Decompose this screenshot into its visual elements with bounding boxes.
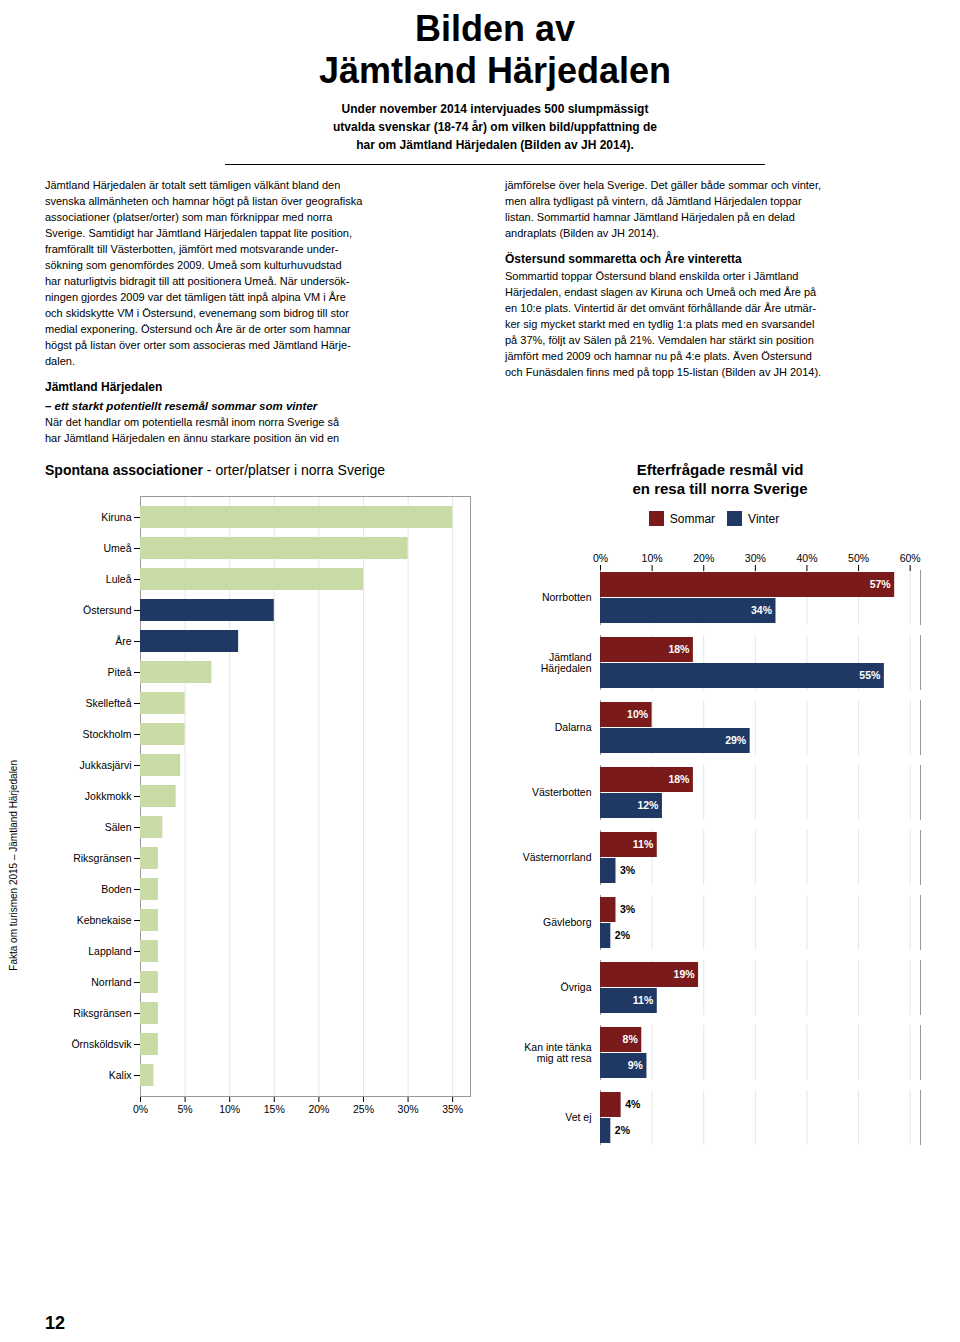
html-text:Under november 2014 intervjuad: Under november 2014 intervjuades 500 slu…: [333, 102, 657, 152]
svg-text:10%: 10%: [219, 1103, 240, 1115]
svg-text:9%: 9%: [628, 1059, 644, 1071]
svg-text:Norrland: Norrland: [91, 976, 131, 988]
svg-text:Örnsköldsvik: Örnsköldsvik: [71, 1038, 132, 1050]
html-text:Vinter: Vinter: [748, 511, 780, 526]
svg-text:57%: 57%: [870, 578, 892, 590]
html-text:Sommar: Sommar: [669, 511, 716, 526]
svg-text:Övriga: Övriga: [561, 981, 592, 993]
svg-text:2%: 2%: [615, 1124, 631, 1136]
svg-text:3%: 3%: [620, 864, 636, 876]
svg-text:Västernorrland: Västernorrland: [523, 851, 592, 863]
svg-text:Kalix: Kalix: [109, 1069, 133, 1081]
svg-text:Norrbotten: Norrbotten: [542, 591, 592, 603]
svg-text:Piteå: Piteå: [108, 666, 132, 678]
svg-text:19%: 19%: [674, 968, 696, 980]
svg-text:Vet ej: Vet ej: [565, 1111, 591, 1123]
svg-text:Dalarna: Dalarna: [555, 721, 592, 733]
svg-text:Riksgränsen: Riksgränsen: [73, 1007, 132, 1019]
svg-text:30%: 30%: [745, 552, 766, 564]
svg-text:Riksgränsen: Riksgränsen: [73, 852, 132, 864]
svg-text:10%: 10%: [627, 708, 649, 720]
svg-text:Lappland: Lappland: [88, 945, 131, 957]
svg-text:8%: 8%: [623, 1033, 639, 1045]
svg-text:40%: 40%: [796, 552, 817, 564]
svg-text:Sälen: Sälen: [105, 821, 132, 833]
svg-text:5%: 5%: [178, 1103, 193, 1115]
svg-text:Jukkasjärvi: Jukkasjärvi: [80, 759, 132, 771]
svg-text:JämtlandHärjedalen: JämtlandHärjedalen: [541, 651, 592, 674]
html-text:Jämtland Härjedalen: Jämtland Härjedalen: [45, 380, 163, 394]
svg-text:10%: 10%: [642, 552, 663, 564]
svg-text:Åre: Åre: [115, 635, 132, 647]
svg-text:Gävleborg: Gävleborg: [543, 916, 592, 928]
svg-text:3%: 3%: [620, 903, 636, 915]
svg-text:29%: 29%: [725, 734, 747, 746]
html-text:– ett starkt potentiellt resem: – ett starkt potentiellt resemål sommar …: [45, 400, 318, 412]
svg-text:12%: 12%: [637, 799, 659, 811]
svg-text:Kiruna: Kiruna: [101, 511, 132, 523]
svg-text:0%: 0%: [133, 1103, 148, 1115]
svg-text:Kan inte tänkamig att resa: Kan inte tänkamig att resa: [524, 1041, 591, 1064]
html-text:12: 12: [45, 1313, 65, 1333]
svg-text:30%: 30%: [398, 1103, 419, 1115]
svg-text:18%: 18%: [668, 643, 690, 655]
svg-text:Kebnekaise: Kebnekaise: [77, 914, 132, 926]
svg-text:2%: 2%: [615, 929, 631, 941]
html-text:Efterfrågade resmål vid en res: Efterfrågade resmål vid en resa till nor…: [632, 461, 808, 497]
svg-text:50%: 50%: [848, 552, 869, 564]
svg-text:15%: 15%: [264, 1103, 285, 1115]
svg-text:11%: 11%: [633, 838, 654, 850]
svg-text:60%: 60%: [900, 552, 921, 564]
svg-text:18%: 18%: [668, 773, 690, 785]
svg-text:Umeå: Umeå: [103, 542, 131, 554]
svg-text:35%: 35%: [442, 1103, 463, 1115]
svg-text:Västerbotten: Västerbotten: [532, 786, 592, 798]
svg-text:11%: 11%: [633, 994, 654, 1006]
svg-text:Östersund: Östersund: [83, 604, 132, 616]
html-text:Östersund sommaretta och Åre v: Östersund sommaretta och Åre vinteretta: [505, 252, 742, 266]
html-text:jämförelse över hela Sverige.: jämförelse över hela Sverige. Det gäller…: [505, 179, 822, 239]
html-text:Sommartid toppar Östersund bla: Sommartid toppar Östersund bland enskild…: [505, 270, 822, 378]
svg-text:Boden: Boden: [101, 883, 132, 895]
svg-text:Stockholm: Stockholm: [82, 728, 131, 740]
svg-text:Jokkmokk: Jokkmokk: [85, 790, 132, 802]
svg-text:Skellefteå: Skellefteå: [85, 697, 131, 709]
html-text:Spontana associationer - orter: Spontana associationer - orter/platser i…: [45, 462, 385, 478]
svg-text:4%: 4%: [625, 1098, 641, 1110]
svg-text:0%: 0%: [593, 552, 608, 564]
html-text:Bilden av Jämtland Härjedalen: Bilden av Jämtland Härjedalen: [318, 8, 672, 91]
html-text:Jämtland Härjedalen är totalt: Jämtland Härjedalen är totalt sett tämli…: [45, 179, 363, 367]
svg-text:55%: 55%: [859, 669, 881, 681]
svg-text:25%: 25%: [353, 1103, 374, 1115]
svg-text:20%: 20%: [308, 1103, 329, 1115]
html-text:När det handlar om potentiella: När det handlar om potentiella resmål in…: [45, 416, 340, 444]
svg-text:20%: 20%: [693, 552, 714, 564]
svg-text:34%: 34%: [751, 604, 773, 616]
html-text:Fakta om turismen 2015 – Jämtl: Fakta om turismen 2015 – Jämtland Härjed…: [8, 760, 19, 971]
svg-text:Luleå: Luleå: [106, 573, 132, 585]
